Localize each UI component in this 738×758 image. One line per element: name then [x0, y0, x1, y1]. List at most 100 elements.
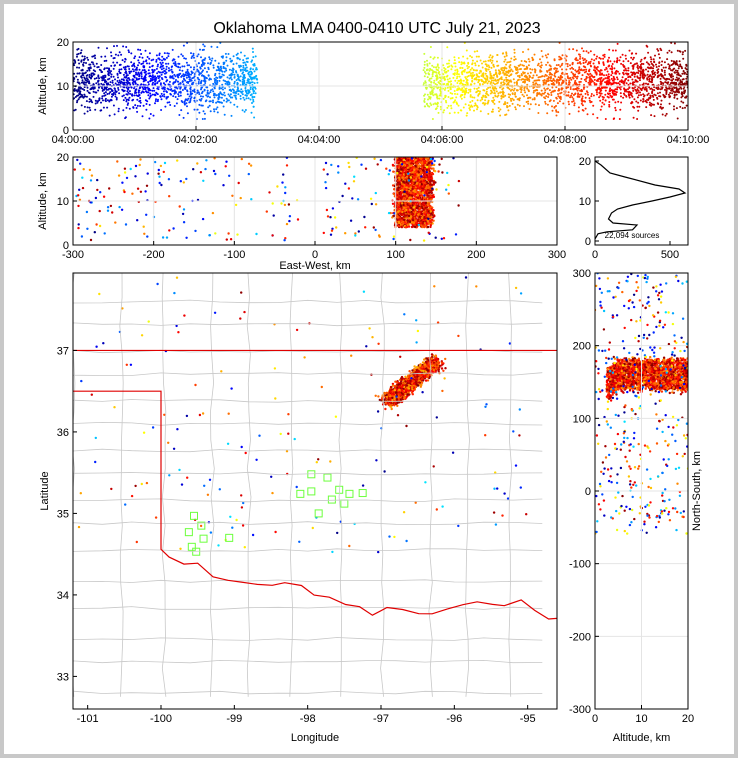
source-point — [186, 89, 189, 92]
source-point — [526, 94, 528, 97]
source-point — [173, 89, 176, 92]
source-point — [197, 82, 200, 85]
source-point — [89, 109, 92, 112]
source-point — [235, 53, 238, 56]
source-point — [480, 96, 483, 99]
source-point — [151, 93, 154, 96]
source-point — [476, 69, 478, 72]
source-point — [595, 57, 598, 60]
source-point — [573, 104, 576, 107]
source-point — [430, 81, 433, 83]
source-point — [458, 61, 461, 64]
source-point — [88, 80, 90, 83]
source-point — [661, 60, 664, 63]
source-point — [685, 73, 688, 76]
source-point — [489, 92, 492, 95]
source-point — [477, 93, 480, 96]
source-point — [596, 66, 599, 68]
source-point — [580, 77, 583, 80]
source-point — [145, 90, 148, 93]
source-point — [548, 68, 551, 71]
source-point — [613, 117, 616, 120]
source-point — [505, 54, 508, 57]
source-point — [234, 91, 237, 94]
source-point — [528, 96, 531, 99]
source-point — [582, 50, 585, 53]
source-point — [73, 109, 76, 112]
source-point — [93, 87, 96, 90]
source-point — [465, 89, 468, 92]
source-point — [668, 102, 671, 105]
source-point — [118, 51, 121, 54]
source-point — [511, 102, 514, 105]
source-point — [555, 64, 558, 67]
source-point — [456, 82, 459, 84]
source-point — [636, 64, 639, 67]
source-point — [673, 86, 676, 89]
source-point — [431, 118, 434, 120]
source-point — [629, 91, 632, 94]
source-point — [215, 69, 218, 72]
source-point — [466, 64, 469, 67]
source-point — [599, 99, 602, 102]
source-point — [450, 64, 453, 67]
source-point — [569, 77, 572, 79]
source-point — [499, 72, 502, 75]
source-point — [579, 55, 582, 58]
source-point — [135, 66, 138, 69]
source-point — [184, 57, 187, 60]
source-point — [631, 74, 634, 76]
source-point — [552, 99, 555, 102]
source-point — [611, 91, 614, 94]
source-point — [607, 65, 610, 68]
source-point — [150, 59, 153, 62]
source-point — [73, 72, 76, 75]
source-point — [73, 77, 76, 80]
source-point — [434, 83, 437, 85]
source-point — [73, 64, 76, 67]
ew-points — [73, 157, 461, 242]
source-point — [467, 91, 470, 94]
source-point — [169, 104, 172, 106]
source-point — [185, 61, 188, 64]
source-point — [531, 76, 534, 79]
source-point — [472, 68, 475, 71]
source-point — [678, 82, 681, 85]
source-point — [673, 67, 676, 70]
source-point — [471, 96, 474, 99]
source-point — [535, 82, 538, 85]
source-point — [682, 70, 685, 73]
source-point — [636, 96, 639, 99]
source-point — [658, 56, 661, 59]
source-point — [616, 88, 619, 91]
source-point — [83, 72, 86, 75]
source-point — [200, 63, 203, 66]
source-point — [631, 78, 634, 81]
source-point — [568, 81, 570, 84]
source-point — [514, 58, 517, 61]
source-point — [230, 114, 233, 117]
source-point — [142, 91, 145, 94]
source-point — [241, 80, 244, 83]
source-point — [229, 57, 232, 60]
source-point — [439, 82, 442, 85]
source-point — [121, 88, 124, 91]
source-point — [185, 71, 188, 74]
source-point — [156, 65, 159, 68]
source-point — [547, 76, 550, 79]
source-point — [232, 67, 234, 70]
source-point — [489, 86, 492, 89]
source-point — [601, 101, 604, 104]
source-point — [429, 67, 432, 70]
source-point — [554, 71, 557, 74]
source-point — [88, 92, 91, 95]
source-point — [213, 77, 216, 80]
source-point — [536, 83, 539, 86]
source-point — [514, 108, 517, 111]
source-point — [520, 73, 523, 75]
source-point — [76, 99, 79, 102]
source-point — [456, 93, 459, 96]
source-point — [473, 109, 475, 112]
source-point — [116, 61, 119, 64]
source-point — [479, 110, 482, 113]
